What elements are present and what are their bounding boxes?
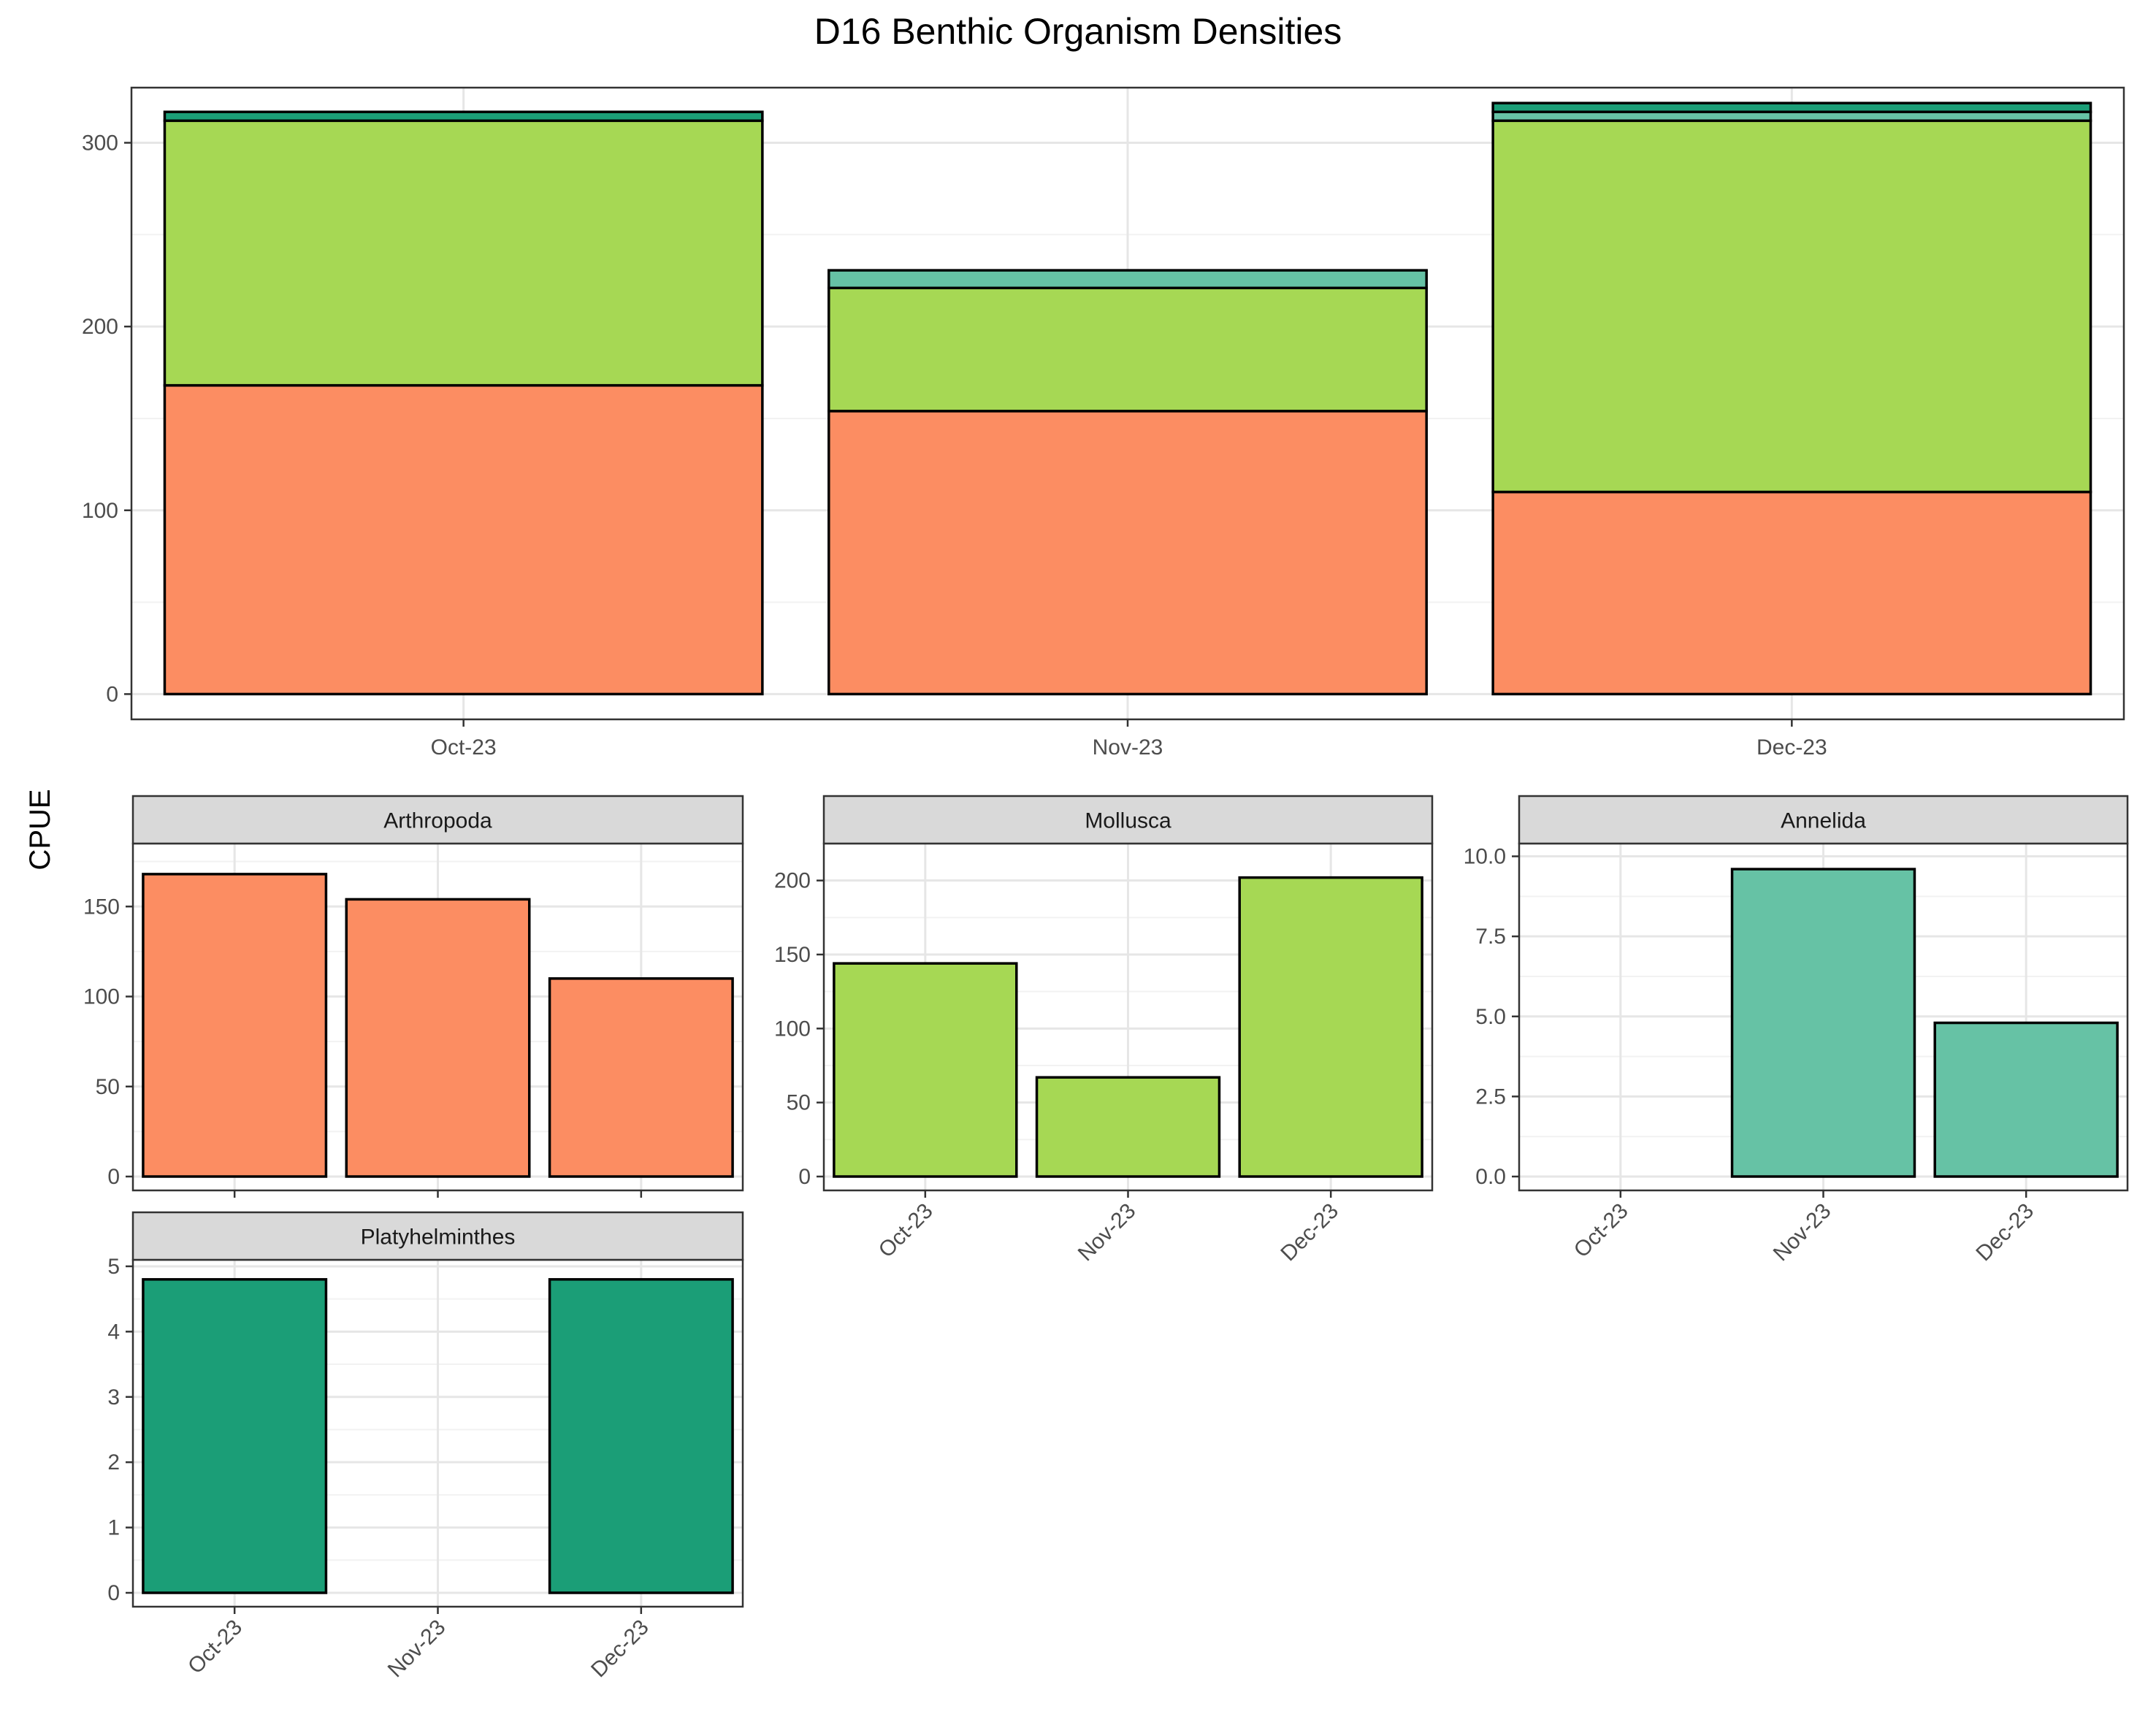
y-tick-label: 5 (107, 1255, 120, 1279)
bar-dec-23 (548, 977, 734, 1178)
y-tick-label: 2 (107, 1450, 120, 1475)
bar-nov-23-series-2 (827, 286, 1428, 413)
bar-oct-23 (833, 962, 1018, 1178)
x-tick-label: Dec-23 (1971, 1199, 2038, 1266)
y-tick-label: 7.5 (1475, 925, 1506, 949)
y-tick-label: 3 (107, 1385, 120, 1410)
facet-strip (1518, 795, 2129, 845)
bar-oct-23-series-1 (163, 383, 764, 696)
panel-stacked: 0 100 200 300 Oct-23 Nov-23 Dec-23 (82, 86, 2125, 760)
x-tick-label: Dec-23 (586, 1615, 654, 1683)
facet-strip-label: Arthropoda (383, 809, 492, 833)
bar-oct-23-series-4 (163, 110, 764, 123)
y-tick-label: 150 (774, 943, 811, 967)
y-tick-label: 5.0 (1475, 1005, 1506, 1029)
y-tick-label: 200 (774, 869, 811, 893)
bar-dec-23-series-2 (1491, 119, 2092, 494)
y-tick-label: 150 (83, 895, 120, 919)
bar-nov-23 (1035, 1076, 1221, 1178)
y-axis-label: CPUE (24, 789, 56, 870)
y-tick-label: 100 (774, 1017, 811, 1041)
facet-strip-label: Platyhelminthes (361, 1225, 516, 1250)
bar-dec-23-series-4 (1491, 102, 2092, 113)
facet-strip-label: Mollusca (1085, 809, 1171, 833)
y-tick-label: 10.0 (1464, 845, 1506, 869)
bar-dec-23 (1933, 1021, 2119, 1178)
y-tick-label: 0 (106, 682, 118, 706)
y-tick-label: 0 (107, 1581, 120, 1605)
x-tick-label: Dec-23 (1756, 735, 1827, 760)
facet-strip (131, 1211, 744, 1261)
x-tick-label: Dec-23 (1276, 1199, 1343, 1266)
panel-arthropoda: 0 50 100 150 Arthropoda (83, 795, 744, 1198)
y-tick-label: 2.5 (1475, 1085, 1506, 1109)
y-tick-label: 50 (787, 1091, 811, 1115)
y-tick-label: 0.0 (1475, 1165, 1506, 1189)
bar-nov-23-series-1 (827, 410, 1428, 696)
x-tick-label: Nov-23 (1093, 735, 1163, 760)
bar-dec-23-series-3 (1491, 110, 2092, 123)
bar-oct-23-series-2 (163, 119, 764, 387)
x-tick-label: Oct-23 (1570, 1199, 1633, 1263)
bar-dec-23-series-1 (1491, 490, 2092, 696)
panel-platyhelminthes: 0 1 2 3 4 5 Oct-23 Nov-23 Dec-23 Platyhelminthes (107, 1211, 744, 1683)
y-tick-label: 100 (83, 985, 120, 1009)
bar-dec-23 (1238, 876, 1423, 1178)
y-tick-label: 4 (107, 1320, 120, 1344)
y-tick-label: 300 (82, 131, 118, 155)
bar-oct-23 (142, 873, 328, 1178)
bar-oct-23 (142, 1278, 328, 1594)
x-tick-label: Nov-23 (1769, 1199, 1836, 1266)
facet-strip (131, 795, 744, 845)
panel-annelida: 0.0 2.5 5.0 7.5 10.0 Oct-23 Nov-23 Dec-23 Anneli… (1464, 795, 2129, 1266)
y-tick-label: 1 (107, 1516, 120, 1540)
y-tick-label: 50 (96, 1075, 120, 1099)
panel-mollusca: 0 50 100 150 200 Oct-23 Nov-23 Dec-23 Mollusca (774, 795, 1434, 1266)
x-tick-label: Oct-23 (431, 735, 497, 760)
bar-dec-23 (548, 1278, 734, 1594)
chart-title: D16 Benthic Organism Densities (814, 11, 1342, 52)
x-tick-label: Nov-23 (383, 1615, 451, 1683)
bar-nov-23 (345, 898, 531, 1178)
y-tick-label: 0 (107, 1165, 120, 1189)
facet-strip-label: Annelida (1781, 809, 1866, 833)
bar-nov-23-series-3 (827, 269, 1428, 290)
y-tick-label: 0 (798, 1165, 811, 1189)
bar-nov-23 (1730, 868, 1916, 1178)
x-tick-label: Oct-23 (874, 1199, 938, 1263)
y-tick-label: 100 (82, 499, 118, 523)
x-tick-label: Oct-23 (183, 1615, 247, 1679)
y-tick-label: 200 (82, 315, 118, 339)
facet-strip (822, 795, 1434, 845)
x-tick-label: Nov-23 (1074, 1199, 1141, 1266)
